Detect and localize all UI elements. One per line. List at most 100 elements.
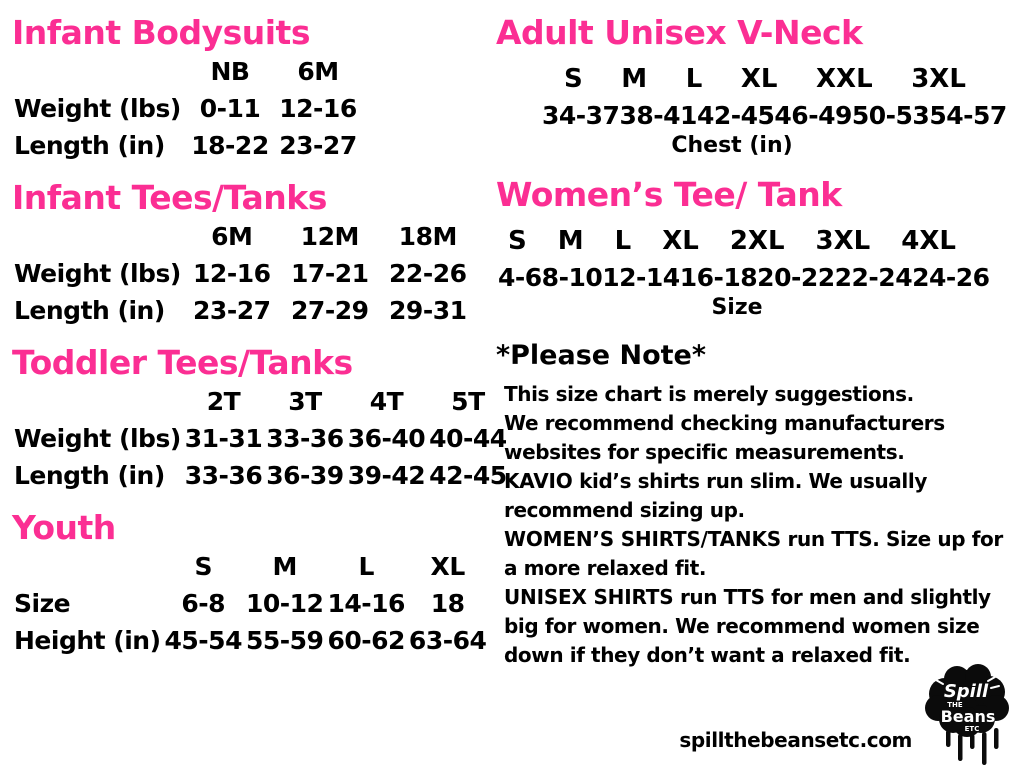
note-text: run TTS for men and slightly big for wom… [504,584,991,667]
size-column-header: S [194,551,212,581]
row-label: Length (in) [14,295,165,325]
size-value: 29-31 [389,295,467,325]
size-column-header: L [358,551,374,581]
size-value: 33-36 [184,460,263,490]
size-value: 45-54 [164,625,243,655]
youth-title: Youth [12,507,116,547]
size-value: 46-49 [774,100,852,130]
table-row: Length (in) 23-27 27-29 29-31 [12,292,477,329]
table-row: Height (in) 45-54 55-59 60-62 63-64 [12,622,488,659]
infant-bodysuits-title: Infant Bodysuits [12,13,310,52]
section-please-note: *Please Note* This size chart is merely … [496,340,1018,670]
size-value: 16-18 [679,262,758,292]
row-label: Weight (lbs) [14,93,181,123]
size-value: 24-26 [912,262,990,292]
size-column-header: 4XL [901,225,956,256]
size-value: 60-62 [327,625,405,655]
table-row: Weight (lbs) 12-16 17-21 22-26 [12,255,477,292]
adult-size-header-row: S M L XL XXL 3XL [564,64,966,94]
logo-word-beans: Beans [941,707,996,726]
size-column-header: 4T [369,386,404,416]
size-column-header: XXL [816,63,873,94]
size-value: 17-21 [291,258,369,288]
size-value: 12-14 [602,262,680,292]
empty-cell [12,53,186,90]
size-column-header: 3XL [815,225,871,256]
note-paragraph: We recommend checking manufacturers webs… [496,409,1016,467]
table-header-row: 6M 12M 18M [12,218,477,255]
size-value: 63-64 [408,625,487,655]
section-womens-tee: Women’s Tee/ Tank S M L XL 2XL 3XL 4XL 4… [496,174,1018,320]
empty-cell [12,548,163,585]
size-value: 10-12 [245,588,324,618]
womens-tee-title: Women’s Tee/ Tank [496,174,842,214]
please-note-heading: *Please Note* [496,339,706,371]
size-column-header: XL [740,63,778,94]
section-infant-tees: Infant Tees/Tanks 6M 12M 18M Weight (lbs… [12,178,484,329]
size-value: 38-41 [619,100,697,130]
size-value: 18-22 [191,130,269,160]
note-bold-term: UNISEX SHIRTS [504,584,674,609]
size-column-header: NB [210,56,250,86]
size-value: 31-31 [184,423,263,453]
size-value: 50-53 [851,100,930,130]
row-label: Length (in) [14,130,165,160]
size-value: 54-57 [929,100,1007,130]
size-column-header: S [564,63,583,94]
size-column-header: M [272,551,298,581]
size-column-header: 3XL [911,63,966,94]
infant-bodysuits-table: NB 6M Weight (lbs) 0-11 12-16 Length (in… [12,53,362,164]
size-column-header: 3T [288,386,322,416]
right-column: Adult Unisex V-Neck S M L XL XXL 3XL 34-… [496,14,1018,670]
note-text: run TTS. Size up for a more relaxed fit. [504,526,1003,580]
section-adult-vneck: Adult Unisex V-Neck S M L XL XXL 3XL 34-… [496,14,1018,158]
size-value: 42-45 [429,460,507,490]
row-label: Weight (lbs) [14,423,181,453]
toddler-tees-title: Toddler Tees/Tanks [12,342,353,382]
size-value: 34-37 [542,100,620,130]
womens-measure-caption: Size [711,294,763,320]
size-value: 12-16 [279,93,357,123]
size-value: 55-59 [245,625,324,655]
size-column-header: 18M [398,221,458,251]
size-value: 6-8 [181,588,226,618]
size-column-header: 2T [206,386,241,416]
size-value: 0-11 [199,93,261,123]
size-value: 42-45 [696,100,775,130]
note-paragraph: UNISEX SHIRTS run TTS for men and slight… [496,583,1016,670]
empty-cell [12,218,183,255]
size-value: 36-40 [347,423,426,453]
website-url: spillthebeansetc.com [679,728,912,752]
size-value: 8-10 [541,262,603,292]
section-infant-bodysuits: Infant Bodysuits NB 6M Weight (lbs) 0-11… [12,14,484,164]
size-column-header: XL [662,225,699,256]
size-value: 23-27 [193,295,271,325]
note-text: kid’s shirts run slim. We usually recomm… [504,468,927,522]
adult-size-value-row: 34-37 38-41 42-45 46-49 50-53 54-57 [542,100,1007,130]
size-value: 36-39 [266,460,344,490]
size-value: 40-44 [429,423,507,453]
size-value: 4-6 [498,262,542,292]
table-header-row: 2T 3T 4T 5T [12,383,509,420]
infant-tees-table: 6M 12M 18M Weight (lbs) 12-16 17-21 22-2… [12,218,477,329]
note-text: This size chart is merely suggestions. [504,381,914,406]
note-bold-term: KAVIO [504,468,573,493]
size-column-header: L [614,225,632,256]
table-header-row: NB 6M [12,53,362,90]
size-value: 27-29 [291,295,369,325]
note-paragraph: WOMEN’S SHIRTS/TANKS run TTS. Size up fo… [496,525,1016,583]
size-value: 14-16 [327,588,405,618]
note-bold-term: WOMEN’S SHIRTS/TANKS [504,526,781,551]
size-column-header: M [621,63,648,94]
left-column: Infant Bodysuits NB 6M Weight (lbs) 0-11… [12,14,507,674]
adult-vneck-title: Adult Unisex V-Neck [496,13,863,52]
youth-table: S M L XL Size 6-8 10-12 14-16 18 Height … [12,548,488,659]
adult-measure-caption: Chest (in) [671,132,793,158]
size-value: 20-22 [757,262,835,292]
spill-the-beans-logo-icon: Spill THE Beans ETC [925,664,1009,765]
logo-word-spill: Spill [944,681,989,702]
note-paragraph: KAVIO kid’s shirts run slim. We usually … [496,467,1016,525]
section-toddler-tees: Toddler Tees/Tanks 2T 3T 4T 5T Weight (l… [12,342,507,494]
size-value: 33-36 [266,423,344,453]
table-header-row: S M L XL [12,548,488,585]
